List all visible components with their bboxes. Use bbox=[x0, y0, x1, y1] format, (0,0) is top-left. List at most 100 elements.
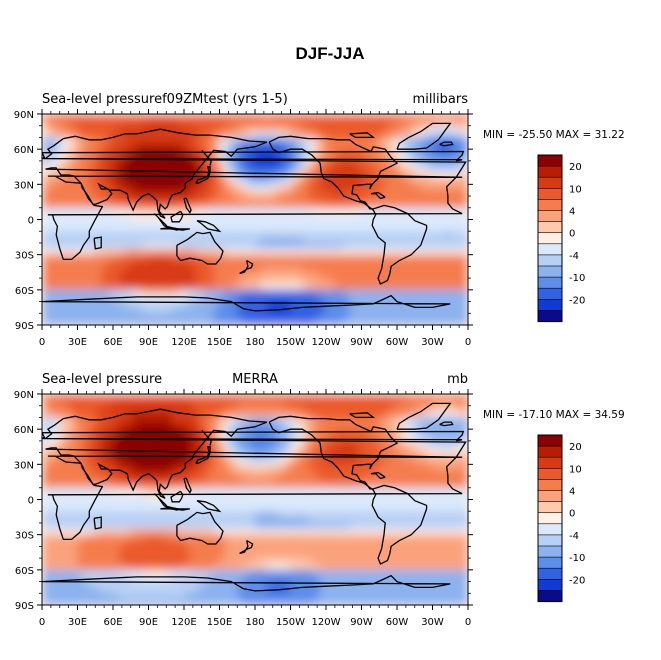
heatmap-cell bbox=[42, 528, 49, 536]
heatmap-cell bbox=[201, 452, 209, 460]
heatmap-cell bbox=[101, 313, 108, 320]
heatmap-cell bbox=[379, 131, 386, 139]
heatmap-cell bbox=[391, 458, 398, 465]
heatmap-cell bbox=[65, 599, 73, 605]
heatmap-cell bbox=[290, 476, 298, 483]
heatmap-cell bbox=[278, 143, 286, 150]
heatmap-cell bbox=[255, 399, 262, 407]
heatmap-cell bbox=[367, 231, 374, 238]
heatmap-cell bbox=[373, 114, 380, 121]
heatmap-cell bbox=[249, 166, 256, 174]
heatmap-cell bbox=[391, 283, 398, 291]
heatmap-cell bbox=[42, 399, 49, 407]
heatmap-cell bbox=[154, 283, 161, 291]
heatmap-cell bbox=[272, 558, 280, 565]
heatmap-cell bbox=[343, 440, 351, 448]
heatmap-cell bbox=[243, 452, 250, 460]
heatmap-cell bbox=[189, 394, 197, 401]
heatmap-cell bbox=[426, 319, 434, 325]
heatmap-cell bbox=[213, 452, 221, 460]
heatmap-cell bbox=[154, 505, 161, 512]
heatmap-cell bbox=[107, 411, 114, 419]
heatmap-cell bbox=[207, 493, 215, 501]
heatmap-cell bbox=[432, 242, 440, 250]
heatmap-cell bbox=[95, 213, 102, 221]
heatmap-cell bbox=[107, 289, 114, 297]
heatmap-cell bbox=[385, 558, 392, 565]
heatmap-cell bbox=[65, 184, 73, 191]
heatmap-cell bbox=[130, 219, 138, 226]
heatmap-cell bbox=[148, 237, 156, 244]
heatmap-cell bbox=[320, 435, 327, 442]
heatmap-cell bbox=[118, 476, 126, 483]
heatmap-cell bbox=[462, 295, 468, 303]
heatmap-cell bbox=[124, 405, 132, 413]
heatmap-cell bbox=[314, 499, 321, 506]
heatmap-cell bbox=[195, 301, 203, 309]
heatmap-cell bbox=[124, 248, 132, 256]
heatmap-cell bbox=[219, 581, 227, 589]
heatmap-cell bbox=[331, 283, 339, 291]
heatmap-cell bbox=[379, 207, 386, 215]
heatmap-cell bbox=[77, 581, 85, 589]
heatmap-cell bbox=[47, 546, 55, 553]
heatmap-cell bbox=[314, 313, 321, 320]
heatmap-cell bbox=[195, 481, 203, 489]
heatmap-cell bbox=[314, 213, 321, 221]
heatmap-cell bbox=[379, 581, 386, 589]
heatmap-cell bbox=[231, 260, 238, 267]
heatmap-cell bbox=[195, 295, 203, 303]
heatmap-cell bbox=[343, 446, 351, 454]
heatmap-cell bbox=[260, 119, 268, 127]
heatmap-cell bbox=[260, 278, 268, 285]
heatmap-cell bbox=[260, 423, 268, 430]
heatmap-cell bbox=[260, 446, 268, 454]
heatmap-cell bbox=[243, 464, 250, 471]
heatmap-cell bbox=[148, 575, 156, 583]
heatmap-cell bbox=[83, 213, 90, 221]
heatmap-cell bbox=[296, 160, 303, 168]
heatmap-cell bbox=[361, 242, 369, 250]
heatmap-cell bbox=[42, 546, 49, 553]
heatmap-cell bbox=[302, 131, 309, 139]
heatmap-cell bbox=[320, 593, 327, 600]
heatmap-cell bbox=[154, 114, 161, 121]
heatmap-cell bbox=[124, 114, 132, 121]
heatmap-cell bbox=[391, 487, 398, 495]
heatmap-cell bbox=[266, 435, 274, 442]
heatmap-cell bbox=[296, 178, 303, 185]
heatmap-cell bbox=[207, 446, 215, 454]
heatmap-cell bbox=[391, 237, 398, 244]
heatmap-cell bbox=[355, 207, 363, 215]
heatmap-cell bbox=[178, 575, 185, 583]
heatmap-cell bbox=[142, 511, 150, 518]
heatmap-cell bbox=[53, 190, 61, 197]
heatmap-cell bbox=[337, 254, 345, 262]
heatmap-cell bbox=[266, 540, 274, 547]
heatmap-cell bbox=[343, 546, 351, 553]
heatmap-cell bbox=[89, 160, 96, 168]
x-tick-label: 0 bbox=[465, 337, 471, 348]
heatmap-cell bbox=[160, 593, 167, 600]
heatmap-cell bbox=[47, 213, 55, 221]
heatmap-cell bbox=[101, 499, 108, 506]
heatmap-cell bbox=[130, 254, 138, 262]
heatmap-cell bbox=[172, 301, 179, 309]
heatmap-cell bbox=[367, 283, 374, 291]
heatmap-cell bbox=[438, 196, 445, 203]
heatmap-cell bbox=[201, 137, 209, 144]
heatmap-cell bbox=[290, 283, 298, 291]
heatmap-cell bbox=[266, 487, 274, 495]
heatmap-cell bbox=[284, 493, 292, 501]
heatmap-cell bbox=[89, 505, 96, 512]
heatmap-cell bbox=[255, 289, 262, 297]
heatmap-cell bbox=[124, 569, 132, 577]
heatmap-cell bbox=[95, 405, 102, 413]
heatmap-cell bbox=[420, 301, 428, 309]
heatmap-cell bbox=[195, 534, 203, 542]
heatmap-cell bbox=[154, 131, 161, 139]
heatmap-cell bbox=[367, 528, 374, 536]
figure-title: DJF-JJA bbox=[296, 44, 365, 63]
heatmap-cell bbox=[290, 440, 298, 448]
heatmap-cell bbox=[213, 458, 221, 465]
